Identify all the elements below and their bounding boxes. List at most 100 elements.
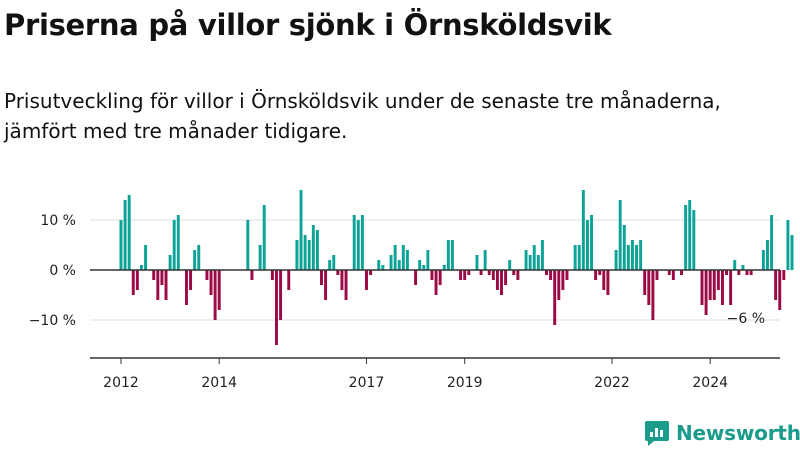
bar (459, 270, 463, 280)
bar (295, 240, 299, 270)
bar (397, 260, 401, 270)
bar (450, 240, 454, 270)
bars (119, 190, 794, 345)
bar (745, 270, 749, 275)
bar (590, 215, 593, 270)
bar (524, 250, 528, 270)
bar (720, 270, 724, 305)
bar (512, 270, 516, 275)
bar (700, 270, 704, 305)
bar (156, 270, 160, 300)
bar (790, 235, 794, 270)
bar (119, 220, 123, 270)
bar (475, 255, 479, 270)
bar (770, 215, 774, 270)
bar (680, 270, 684, 275)
brand-name: Newsworthy (676, 421, 800, 445)
bar (532, 245, 536, 270)
bar (270, 270, 274, 280)
bar (430, 270, 434, 280)
bar (716, 270, 720, 290)
bar (671, 270, 675, 280)
bar (614, 250, 618, 270)
bar (258, 245, 262, 270)
bar (622, 225, 626, 270)
bar (651, 270, 655, 320)
chart-subtitle: Prisutveckling för villor i Örnsköldsvik… (4, 89, 721, 143)
bar (737, 270, 741, 275)
bar (422, 265, 426, 270)
bar (393, 245, 397, 270)
bar (381, 265, 385, 270)
bar (307, 240, 311, 270)
x-tick-label: 2024 (692, 375, 728, 391)
newsworthy-logo-icon (645, 421, 669, 446)
bar (299, 190, 303, 270)
bar (360, 215, 364, 270)
bar (741, 265, 745, 270)
bar (581, 190, 585, 270)
bar (287, 270, 291, 290)
bar (545, 270, 548, 275)
bar (365, 270, 368, 290)
bar (479, 270, 483, 275)
bar (602, 270, 606, 290)
bar (369, 270, 373, 275)
bar (303, 235, 307, 270)
bar (389, 255, 393, 270)
x-tick-label: 2012 (103, 375, 139, 391)
bar (405, 250, 409, 270)
bar (585, 220, 589, 270)
bar (483, 250, 487, 270)
bar (528, 255, 532, 270)
bar (557, 270, 561, 300)
bar (463, 270, 467, 280)
bar (725, 270, 729, 275)
bar (536, 255, 540, 270)
bar (684, 205, 688, 270)
bar (446, 240, 450, 270)
bar (487, 270, 491, 275)
bar (491, 270, 495, 280)
bar (328, 260, 332, 270)
bar (189, 270, 193, 290)
bar (630, 240, 634, 270)
bar (553, 270, 557, 325)
gridlines (90, 219, 780, 321)
bar (193, 250, 197, 270)
bar (667, 270, 671, 275)
bar (655, 270, 659, 280)
bar (540, 240, 544, 270)
bar (577, 245, 581, 270)
bar (618, 200, 622, 270)
x-tick-label: 2022 (594, 375, 630, 391)
bar (168, 255, 172, 270)
bar (508, 260, 512, 270)
bar (434, 270, 438, 295)
bar (594, 270, 598, 280)
bar (778, 270, 782, 310)
bar (332, 255, 336, 270)
bar (315, 230, 319, 270)
x-tick-label: 2019 (447, 375, 483, 391)
bar (197, 245, 201, 270)
newsworthy-logo: Newsworthy (644, 419, 800, 447)
bar (561, 270, 565, 290)
bar (786, 220, 790, 270)
bar (426, 250, 430, 270)
x-axis-ticks: 2012 2014 2017 2019 2022 2024 (103, 358, 728, 391)
bar (127, 195, 131, 270)
bar (516, 270, 520, 280)
bar (692, 210, 696, 270)
y-tick-label: −10 % (29, 313, 76, 329)
bar (495, 270, 499, 290)
bar (442, 265, 446, 270)
bar (504, 270, 508, 285)
bar (213, 270, 217, 320)
bar (765, 240, 769, 270)
bar (164, 270, 168, 300)
bar (401, 245, 405, 270)
bar (414, 270, 418, 285)
bar (324, 270, 328, 300)
bar (135, 270, 139, 290)
